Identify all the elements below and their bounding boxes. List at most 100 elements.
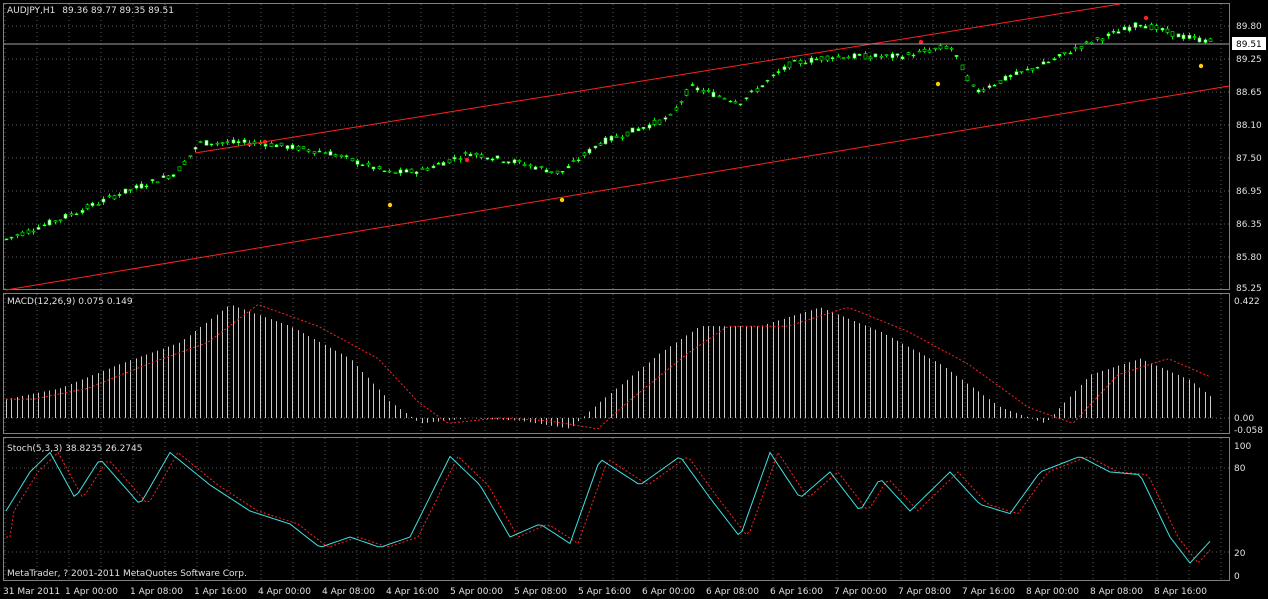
- candle-body: [517, 160, 522, 163]
- candle-body: [193, 147, 198, 150]
- candle-body: [841, 57, 846, 60]
- candle-body: [1035, 66, 1040, 69]
- candle-body: [26, 229, 31, 234]
- macd-tick: -0.058: [1234, 426, 1263, 436]
- candle-body: [576, 159, 581, 162]
- stoch-axis: 100 80 20 0: [1234, 442, 1251, 582]
- candle-body: [274, 144, 279, 148]
- candle-body: [85, 204, 90, 209]
- candle-body: [1008, 74, 1013, 78]
- candle-body: [107, 195, 112, 198]
- candle-body: [436, 163, 441, 165]
- candle-body: [560, 170, 565, 173]
- price-tick: 86.95: [1236, 187, 1262, 197]
- candle-body: [63, 213, 68, 219]
- symbol-name: AUDJPY,H1: [7, 6, 55, 16]
- candle-body: [301, 146, 306, 149]
- candle-body: [830, 57, 835, 60]
- candle-body: [80, 210, 85, 213]
- candle-body: [1160, 27, 1165, 31]
- macd-tick: 0.422: [1234, 297, 1260, 307]
- candle-body: [544, 169, 549, 173]
- candle-body: [204, 140, 209, 146]
- candle-body: [398, 169, 403, 174]
- candle-body: [1176, 33, 1181, 38]
- candle-body: [657, 119, 662, 125]
- candle-body: [566, 165, 571, 169]
- candle-body: [776, 71, 781, 73]
- candle-body: [323, 152, 328, 155]
- time-label: 5 Apr 00:00: [450, 587, 503, 597]
- candle-body: [485, 157, 490, 160]
- candle-body: [981, 89, 986, 92]
- time-label: 6 Apr 08:00: [706, 587, 759, 597]
- macd-signal-line: [6, 303, 1211, 430]
- candle-body: [1127, 26, 1132, 31]
- candle-body: [1003, 75, 1008, 81]
- current-price-badge: [1232, 37, 1266, 50]
- candle-body: [161, 175, 166, 178]
- candle-body: [1062, 51, 1067, 54]
- candle-body: [1084, 41, 1089, 44]
- candle-body: [474, 153, 479, 156]
- price-tick: 89.25: [1236, 55, 1262, 65]
- candle-body: [344, 155, 349, 157]
- stoch-tick: 0: [1234, 572, 1240, 582]
- candle-body: [1165, 28, 1170, 33]
- candle-body: [1122, 26, 1127, 31]
- candle-body: [971, 84, 976, 87]
- candle-body: [112, 195, 117, 200]
- candle-body: [998, 80, 1003, 84]
- candle-body: [1111, 31, 1116, 33]
- stoch-tick: 80: [1234, 464, 1246, 474]
- candle-body: [1181, 34, 1186, 40]
- candle-body: [992, 84, 997, 87]
- candle-body: [420, 167, 425, 170]
- stoch-tick: 100: [1234, 442, 1251, 452]
- candle-body: [1089, 41, 1094, 44]
- candle-body: [614, 135, 619, 138]
- time-label: 4 Apr 16:00: [386, 587, 439, 597]
- candle-body: [647, 124, 652, 129]
- candle-body: [285, 145, 290, 149]
- candle-body: [1138, 24, 1143, 27]
- candle-body: [1019, 70, 1024, 73]
- candle-body: [603, 137, 608, 145]
- candle-body: [150, 179, 155, 182]
- candle-body: [679, 101, 684, 103]
- candle-body: [1192, 36, 1197, 38]
- candle-body: [90, 202, 95, 206]
- candle-body: [663, 117, 668, 120]
- candle-body: [312, 151, 317, 154]
- candle-body: [722, 97, 727, 100]
- candle-body: [1203, 39, 1208, 43]
- candle-body: [760, 85, 765, 88]
- candle-body: [306, 149, 311, 152]
- candle-body: [1014, 71, 1019, 75]
- candle-body: [528, 164, 533, 167]
- candle-body: [738, 103, 743, 106]
- channel-upper-line: [194, 3, 1121, 154]
- candle-body: [717, 95, 722, 98]
- candle-body: [15, 234, 20, 237]
- macd-series: [6, 303, 1211, 430]
- time-axis: 31 Mar 2011 1 Apr 00:00 1 Apr 08:00 1 Ap…: [3, 587, 1207, 597]
- candle-body: [636, 128, 641, 132]
- candle-body: [755, 88, 760, 92]
- stoch-series: [5, 451, 1211, 564]
- candle-body: [1100, 38, 1105, 42]
- candle-body: [1197, 37, 1202, 43]
- candle-body: [787, 61, 792, 69]
- macd-panel-frame: [3, 293, 1230, 434]
- candle-body: [825, 55, 830, 61]
- candle-body: [409, 168, 414, 173]
- candle-body: [765, 80, 770, 82]
- candle-body: [944, 46, 949, 49]
- candle-body: [728, 100, 733, 103]
- candle-body: [690, 84, 695, 86]
- candle-body: [927, 49, 932, 53]
- candle-body: [182, 160, 187, 165]
- price-tick: 85.80: [1236, 253, 1262, 263]
